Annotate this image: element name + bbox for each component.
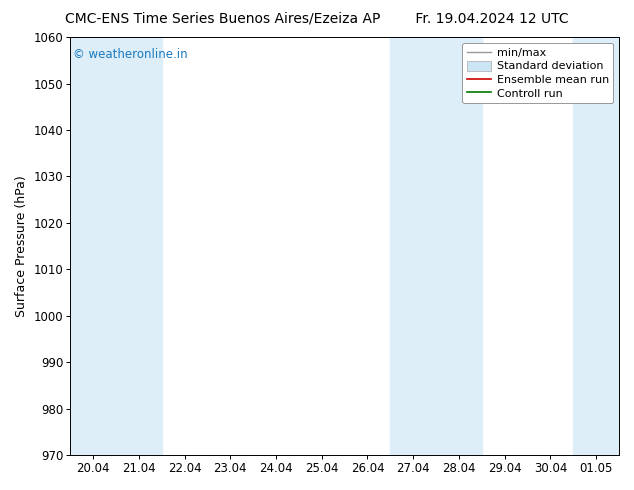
Text: CMC-ENS Time Series Buenos Aires/Ezeiza AP        Fr. 19.04.2024 12 UTC: CMC-ENS Time Series Buenos Aires/Ezeiza … bbox=[65, 11, 569, 25]
Text: © weatheronline.in: © weatheronline.in bbox=[73, 48, 188, 61]
Legend: min/max, Standard deviation, Ensemble mean run, Controll run: min/max, Standard deviation, Ensemble me… bbox=[462, 43, 614, 103]
Y-axis label: Surface Pressure (hPa): Surface Pressure (hPa) bbox=[15, 175, 28, 317]
Bar bbox=[70, 37, 116, 455]
Bar bbox=[436, 37, 482, 455]
Bar bbox=[391, 37, 436, 455]
Bar bbox=[116, 37, 162, 455]
Bar bbox=[573, 37, 619, 455]
